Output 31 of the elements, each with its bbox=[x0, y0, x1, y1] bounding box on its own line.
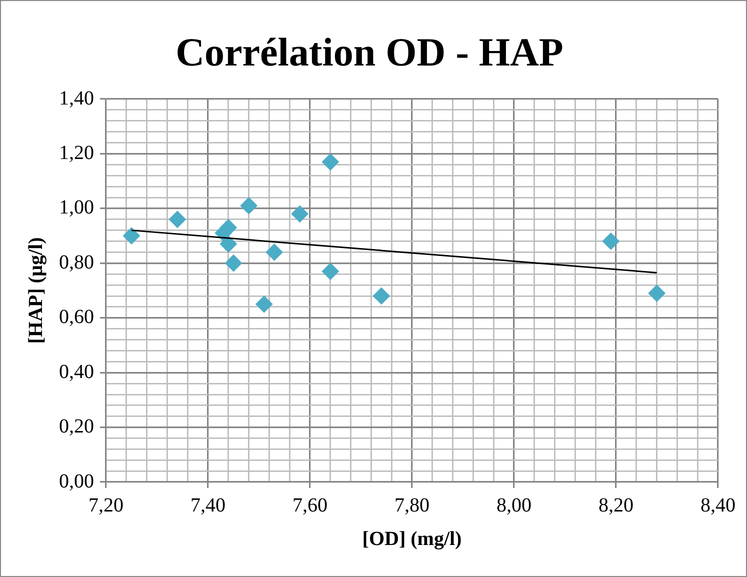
y-tick-label: 1,20 bbox=[59, 142, 94, 164]
x-tick-label: 8,20 bbox=[598, 494, 634, 516]
x-tick-label: 8,40 bbox=[700, 494, 736, 516]
point bbox=[372, 287, 390, 304]
point bbox=[240, 197, 258, 214]
y-tick-label: 1,40 bbox=[59, 87, 94, 110]
chart-title: Corrélation OD - HAP bbox=[176, 29, 564, 74]
x-tick-label: 7,80 bbox=[394, 494, 430, 516]
y-tick-label: 0,40 bbox=[59, 360, 94, 383]
point bbox=[225, 254, 242, 272]
y-tick-label: 0,80 bbox=[59, 251, 94, 274]
x-tick-label: 7,40 bbox=[190, 494, 226, 516]
y-axis-title: [HAP] (µg/l) bbox=[25, 237, 48, 344]
point bbox=[168, 210, 186, 228]
x-tick-label: 7,60 bbox=[292, 494, 328, 516]
point bbox=[322, 153, 339, 170]
x-tick-label: 7,20 bbox=[88, 494, 124, 516]
y-tick-label: 0,60 bbox=[59, 306, 94, 328]
x-tick-label: 8,00 bbox=[496, 494, 532, 516]
point bbox=[322, 262, 339, 280]
x-axis-title: [OD] (mg/l) bbox=[362, 528, 462, 550]
point bbox=[266, 244, 283, 261]
point bbox=[220, 235, 237, 252]
point bbox=[291, 205, 308, 222]
y-tick-label: 1,00 bbox=[59, 196, 94, 219]
point bbox=[648, 284, 666, 302]
y-tick-label: 0,00 bbox=[59, 470, 94, 492]
point bbox=[256, 296, 273, 313]
y-tick-label: 0,20 bbox=[59, 416, 94, 438]
point bbox=[602, 232, 620, 250]
point bbox=[123, 227, 140, 244]
